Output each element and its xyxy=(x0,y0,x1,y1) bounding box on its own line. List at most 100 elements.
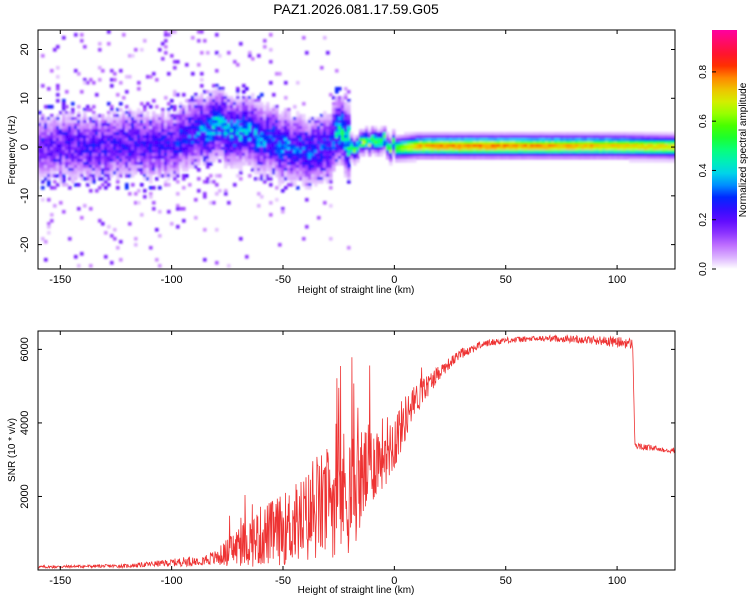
heatmap-cell xyxy=(197,147,201,151)
heatmap-cell xyxy=(326,153,330,157)
heatmap-cell xyxy=(113,165,117,169)
heatmap-cell xyxy=(71,156,75,160)
heatmap-cell xyxy=(53,132,57,136)
heatmap-cell xyxy=(317,150,321,154)
heatmap-cell xyxy=(263,135,267,139)
heatmap-cell xyxy=(149,192,153,196)
heatmap-cell xyxy=(647,144,651,148)
heatmap-cell xyxy=(284,120,288,124)
heatmap-cell xyxy=(296,135,300,139)
heatmap-cell xyxy=(587,156,591,160)
heatmap-cell xyxy=(620,156,624,160)
heatmap-cell xyxy=(359,141,363,145)
heatmap-cell xyxy=(125,162,129,166)
heatmap-cell xyxy=(635,159,639,163)
heatmap-cell xyxy=(371,141,375,145)
heatmap-cell xyxy=(338,156,342,160)
heatmap-cell xyxy=(656,144,660,148)
heatmap-cell xyxy=(86,132,90,136)
heatmap-cell xyxy=(647,141,651,145)
heatmap-cell xyxy=(347,159,351,163)
heatmap-cell xyxy=(149,195,153,199)
heatmap-cell xyxy=(173,123,177,127)
heatmap-cell xyxy=(47,183,51,187)
heatmap-cell xyxy=(308,162,312,166)
heatmap-cell xyxy=(251,105,255,109)
heatmap-cell xyxy=(38,168,42,172)
heatmap-cell xyxy=(287,129,291,133)
heatmap-cell xyxy=(290,162,294,166)
heatmap-cell xyxy=(254,135,258,139)
heatmap-cell xyxy=(125,159,129,163)
heatmap-cell xyxy=(179,117,183,121)
heatmap-cell xyxy=(125,183,129,187)
heatmap-cell xyxy=(167,147,171,151)
heatmap-cell xyxy=(74,141,78,145)
heatmap-cell xyxy=(149,246,153,250)
heatmap-cell xyxy=(614,147,618,151)
heatmap-cell xyxy=(611,150,615,154)
heatmap-cell xyxy=(470,132,474,136)
heatmap-cell xyxy=(167,138,171,142)
heatmap-cell xyxy=(146,141,150,145)
heatmap-cell xyxy=(494,153,498,157)
heatmap-cell xyxy=(161,174,165,178)
heatmap-cell xyxy=(365,129,369,133)
x-tick-label: -100 xyxy=(161,575,183,587)
heatmap-cell xyxy=(341,132,345,136)
heatmap-cell xyxy=(179,162,183,166)
heatmap-cell xyxy=(155,78,159,82)
heatmap-cell xyxy=(293,141,297,145)
heatmap-cell xyxy=(86,150,90,154)
heatmap-cell xyxy=(149,168,153,172)
heatmap-cell xyxy=(50,168,54,172)
heatmap-cell xyxy=(383,150,387,154)
heatmap-cell xyxy=(392,135,396,139)
heatmap-cell xyxy=(281,189,285,193)
heatmap-cell xyxy=(656,159,660,163)
heatmap-cell xyxy=(527,138,531,142)
heatmap-cell xyxy=(71,177,75,181)
heatmap-cell xyxy=(554,132,558,136)
heatmap-cell xyxy=(191,147,195,151)
heatmap-cell xyxy=(434,153,438,157)
heatmap-cell xyxy=(263,177,267,181)
heatmap-cell xyxy=(272,135,276,139)
heatmap-cell xyxy=(248,117,252,121)
heatmap-cell xyxy=(209,159,213,163)
heatmap-cell xyxy=(275,147,279,151)
heatmap-cell xyxy=(659,135,663,139)
heatmap-cell xyxy=(137,189,141,193)
heatmap-cell xyxy=(395,147,399,151)
heatmap-cell xyxy=(68,153,72,157)
heatmap-cell xyxy=(80,33,84,37)
heatmap-cell xyxy=(446,153,450,157)
heatmap-cell xyxy=(449,156,453,160)
heatmap-cell xyxy=(239,138,243,142)
heatmap-cell xyxy=(203,111,207,115)
heatmap-cell xyxy=(254,120,258,124)
heatmap-cell xyxy=(65,171,69,175)
heatmap-cell xyxy=(209,174,213,178)
heatmap-cell xyxy=(284,126,288,130)
heatmap-cell xyxy=(209,123,213,127)
heatmap-cell xyxy=(152,147,156,151)
heatmap-cell xyxy=(215,132,219,136)
heatmap-cell xyxy=(296,141,300,145)
heatmap-cell xyxy=(497,141,501,145)
heatmap-cell xyxy=(125,150,129,154)
heatmap-cell xyxy=(197,138,201,142)
heatmap-cell xyxy=(221,123,225,127)
heatmap-cell xyxy=(341,117,345,121)
heatmap-cell xyxy=(221,141,225,145)
heatmap-cell xyxy=(47,156,51,160)
heatmap-cell xyxy=(95,114,99,118)
heatmap-cell xyxy=(68,174,72,178)
heatmap-cell xyxy=(95,147,99,151)
heatmap-cell xyxy=(395,141,399,145)
heatmap-cell xyxy=(317,174,321,178)
heatmap-cell xyxy=(101,147,105,151)
heatmap-cell xyxy=(452,141,456,145)
heatmap-cell xyxy=(233,135,237,139)
heatmap-cell xyxy=(446,138,450,142)
